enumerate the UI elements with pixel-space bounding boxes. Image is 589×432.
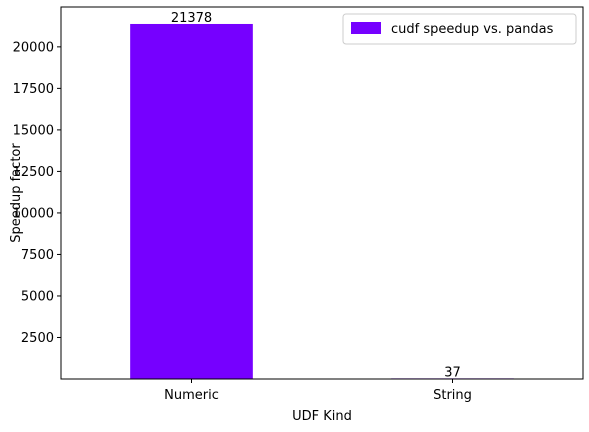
y-tick-label: 7500 bbox=[21, 248, 54, 263]
y-tick-label: 5000 bbox=[21, 289, 54, 304]
y-tick-label: 17500 bbox=[13, 82, 54, 97]
data-label-numeric: 21378 bbox=[171, 11, 212, 26]
bar-numeric bbox=[130, 24, 253, 379]
bars-layer bbox=[130, 24, 514, 379]
legend: cudf speedup vs. pandas bbox=[343, 14, 576, 44]
y-tick-label: 15000 bbox=[13, 123, 54, 138]
x-axis-title: UDF Kind bbox=[292, 409, 352, 424]
x-axis-ticks: Numeric String bbox=[164, 379, 472, 403]
y-tick-label: 2500 bbox=[21, 331, 54, 346]
x-tick-label-numeric: Numeric bbox=[164, 388, 219, 403]
y-axis-title: Speedup factor bbox=[9, 143, 24, 243]
legend-label: cudf speedup vs. pandas bbox=[391, 22, 554, 37]
data-label-string: 37 bbox=[444, 365, 461, 380]
y-tick-label: 20000 bbox=[13, 40, 54, 55]
legend-swatch bbox=[351, 22, 381, 34]
x-tick-label-string: String bbox=[433, 388, 472, 403]
